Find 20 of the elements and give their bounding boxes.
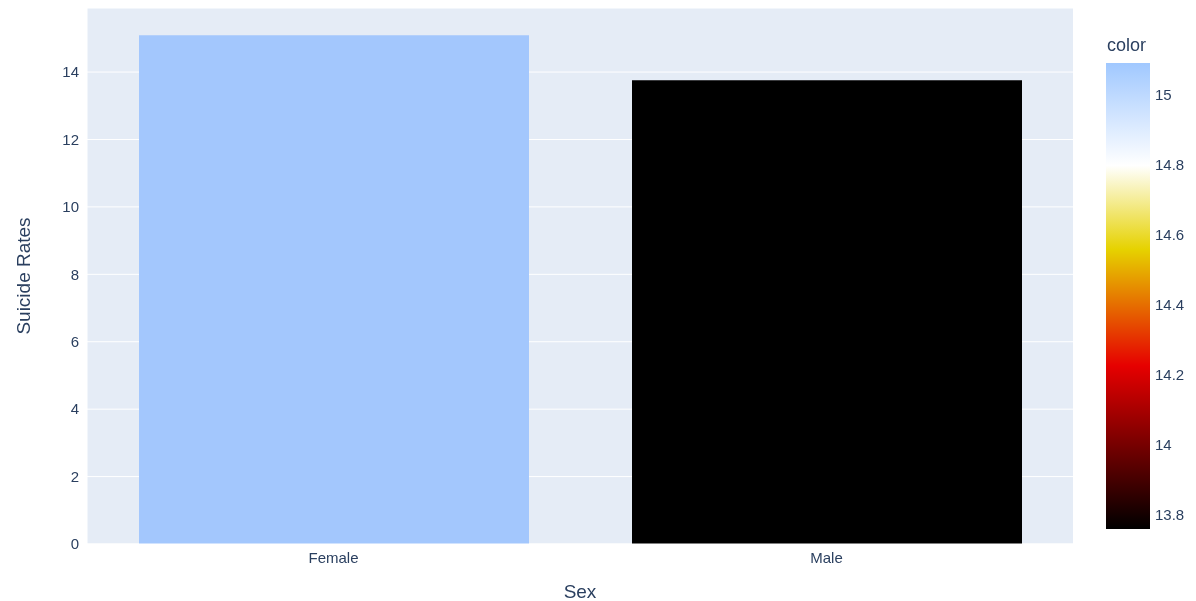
color-bar-label: 14 (1155, 435, 1172, 453)
color-bar-label: 14.2 (1155, 365, 1185, 383)
y-tick-label: 14 (62, 63, 79, 81)
y-tick-label: 6 (70, 333, 79, 351)
y-tick-label: 12 (62, 130, 79, 148)
y-tick-label: 2 (70, 467, 79, 485)
x-tick-label: Female (308, 548, 359, 566)
color-bar-title: color (1107, 35, 1147, 55)
x-axis-title: Sex (563, 581, 597, 601)
y-tick-label: 8 (70, 265, 79, 283)
color-bar-label: 14.4 (1155, 295, 1185, 313)
x-tick-label: Male (810, 548, 843, 566)
color-bar-label: 15 (1155, 85, 1172, 103)
color-bar-label: 14.8 (1155, 155, 1185, 173)
y-tick-label: 4 (70, 400, 79, 418)
color-bar-label: 14.6 (1155, 225, 1185, 243)
y-axis-title: Suicide Rates (12, 217, 34, 335)
y-tick-label: 10 (62, 198, 79, 216)
y-tick-label: 0 (70, 535, 79, 553)
color-bar-label: 13.8 (1155, 505, 1185, 523)
